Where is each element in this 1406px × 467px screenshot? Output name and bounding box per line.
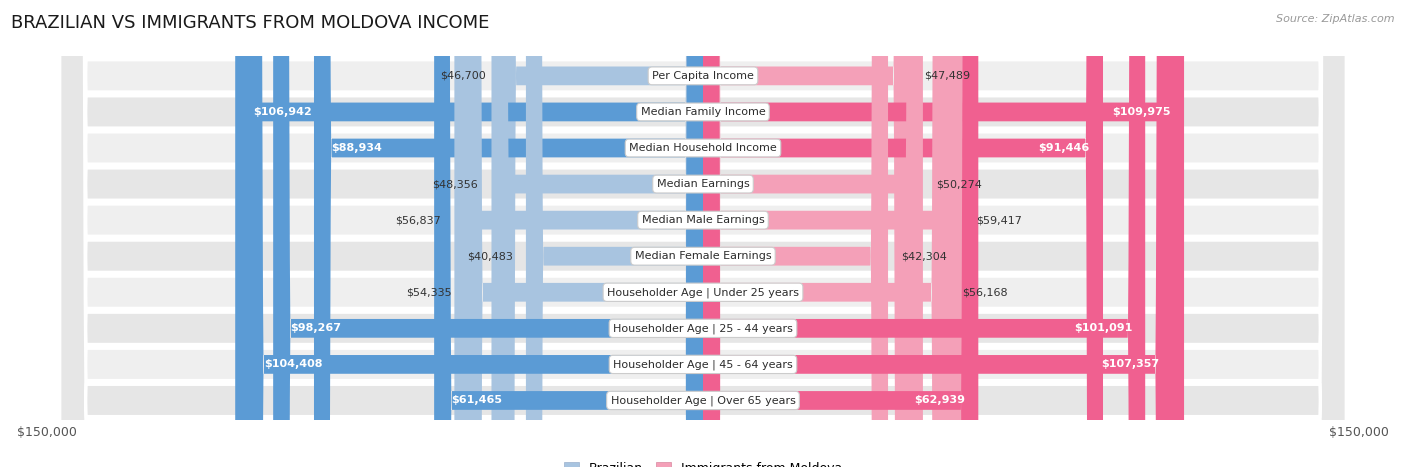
Text: Householder Age | 25 - 44 years: Householder Age | 25 - 44 years [613,323,793,333]
FancyBboxPatch shape [235,0,703,467]
FancyBboxPatch shape [703,0,1102,467]
Text: Median Male Earnings: Median Male Earnings [641,215,765,225]
Text: Median Family Income: Median Family Income [641,107,765,117]
Text: $61,465: $61,465 [451,396,502,405]
FancyBboxPatch shape [499,0,703,467]
FancyBboxPatch shape [703,0,979,467]
FancyBboxPatch shape [703,0,1173,467]
FancyBboxPatch shape [703,0,922,467]
Legend: Brazilian, Immigrants from Moldova: Brazilian, Immigrants from Moldova [560,457,846,467]
FancyBboxPatch shape [703,0,889,467]
Text: $46,700: $46,700 [440,71,485,81]
Text: Per Capita Income: Per Capita Income [652,71,754,81]
FancyBboxPatch shape [60,0,1346,467]
FancyBboxPatch shape [60,0,1346,467]
FancyBboxPatch shape [703,0,949,467]
Text: Source: ZipAtlas.com: Source: ZipAtlas.com [1277,14,1395,24]
Text: $50,274: $50,274 [936,179,981,189]
Text: $107,357: $107,357 [1101,360,1160,369]
Text: $109,975: $109,975 [1112,107,1171,117]
FancyBboxPatch shape [60,0,1346,467]
Text: $40,483: $40,483 [467,251,513,261]
Text: Householder Age | Over 65 years: Householder Age | Over 65 years [610,395,796,406]
Text: Median Household Income: Median Household Income [628,143,778,153]
FancyBboxPatch shape [60,0,1346,467]
FancyBboxPatch shape [465,0,703,467]
FancyBboxPatch shape [703,0,1146,467]
Text: $104,408: $104,408 [264,360,322,369]
FancyBboxPatch shape [60,0,1346,467]
FancyBboxPatch shape [703,0,911,467]
Text: $47,489: $47,489 [924,71,970,81]
Text: $98,267: $98,267 [291,323,342,333]
FancyBboxPatch shape [246,0,703,467]
FancyBboxPatch shape [60,0,1346,467]
Text: $42,304: $42,304 [901,251,948,261]
Text: $56,837: $56,837 [395,215,441,225]
Text: $91,446: $91,446 [1039,143,1090,153]
FancyBboxPatch shape [492,0,703,467]
Text: $56,168: $56,168 [962,287,1008,297]
Text: $88,934: $88,934 [332,143,382,153]
FancyBboxPatch shape [273,0,703,467]
Text: Median Female Earnings: Median Female Earnings [634,251,772,261]
FancyBboxPatch shape [314,0,703,467]
FancyBboxPatch shape [60,0,1346,467]
Text: $101,091: $101,091 [1074,323,1132,333]
Text: $48,356: $48,356 [433,179,478,189]
Text: BRAZILIAN VS IMMIGRANTS FROM MOLDOVA INCOME: BRAZILIAN VS IMMIGRANTS FROM MOLDOVA INC… [11,14,489,32]
FancyBboxPatch shape [60,0,1346,467]
Text: $106,942: $106,942 [253,107,312,117]
Text: Householder Age | Under 25 years: Householder Age | Under 25 years [607,287,799,297]
FancyBboxPatch shape [60,0,1346,467]
FancyBboxPatch shape [60,0,1346,467]
FancyBboxPatch shape [703,0,1184,467]
Text: $54,335: $54,335 [406,287,453,297]
FancyBboxPatch shape [526,0,703,467]
FancyBboxPatch shape [454,0,703,467]
Text: $59,417: $59,417 [976,215,1022,225]
Text: Median Earnings: Median Earnings [657,179,749,189]
Text: Householder Age | 45 - 64 years: Householder Age | 45 - 64 years [613,359,793,370]
FancyBboxPatch shape [434,0,703,467]
Text: $62,939: $62,939 [914,396,965,405]
FancyBboxPatch shape [703,0,963,467]
